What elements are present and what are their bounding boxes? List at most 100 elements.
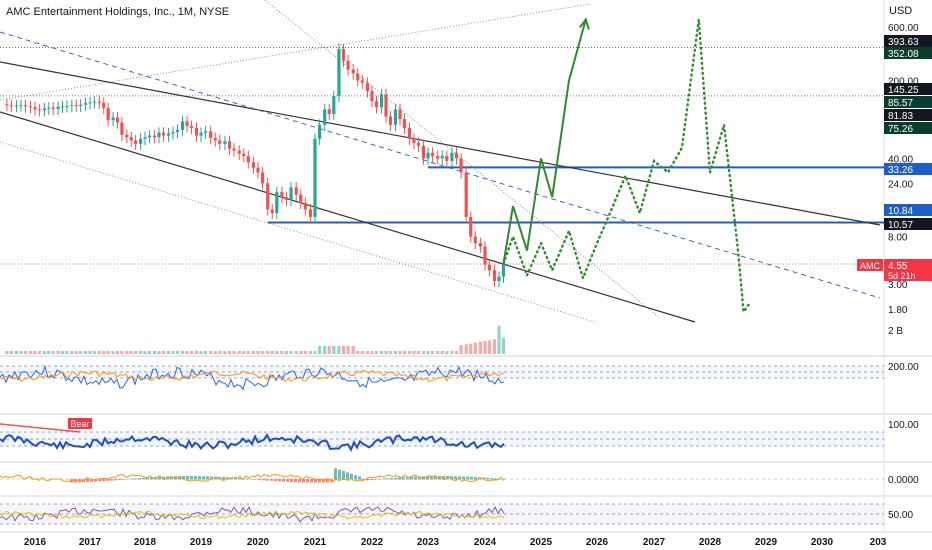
macd-bar bbox=[110, 479, 113, 481]
x-tick-label: 2017 bbox=[79, 537, 102, 548]
volume-bar bbox=[478, 341, 483, 354]
volume-bar bbox=[492, 339, 497, 354]
candle-body bbox=[478, 243, 483, 247]
candle-body bbox=[323, 109, 327, 125]
volume-bar bbox=[299, 351, 303, 354]
macd-bar bbox=[238, 478, 241, 480]
candle-body bbox=[102, 102, 106, 109]
macd-bar bbox=[402, 477, 405, 480]
candle-body bbox=[436, 156, 440, 159]
macd-bar bbox=[70, 479, 73, 483]
macd-bar bbox=[146, 477, 149, 480]
x-tick-label: 2021 bbox=[304, 537, 327, 548]
candle-body bbox=[459, 158, 463, 173]
candle-body bbox=[65, 105, 69, 107]
volume-bar bbox=[289, 351, 293, 354]
volume-bar bbox=[23, 351, 28, 354]
candle-body bbox=[218, 140, 222, 144]
fan-line-upper bbox=[0, 3, 591, 101]
candle-body bbox=[51, 107, 55, 109]
chart-title: AMC Entertainment Holdings, Inc., 1M, NY… bbox=[6, 6, 230, 18]
macd-bar bbox=[94, 479, 97, 482]
volume-bar bbox=[120, 351, 124, 354]
macd-bar bbox=[390, 478, 393, 480]
symbol-tag: AMC bbox=[860, 261, 881, 271]
macd-bar bbox=[170, 476, 173, 480]
momentum-axis-label: 50.00 bbox=[888, 510, 913, 521]
volume-bar bbox=[171, 351, 175, 354]
volume-bar bbox=[56, 351, 60, 354]
candle-body bbox=[60, 106, 65, 108]
y-tick-label: 1.80 bbox=[888, 305, 908, 316]
projection-arrowhead bbox=[579, 17, 590, 30]
price-label-box bbox=[884, 163, 932, 175]
candle-body bbox=[23, 105, 28, 107]
candle-body bbox=[237, 150, 241, 154]
macd-bar bbox=[138, 478, 141, 480]
volume-bar bbox=[129, 351, 133, 354]
macd-bar bbox=[222, 476, 225, 480]
volume-bar bbox=[412, 351, 416, 354]
macd-bar bbox=[270, 479, 273, 481]
price-label: 33.26 bbox=[888, 165, 913, 176]
candle-body bbox=[147, 135, 152, 138]
candles-layer bbox=[5, 43, 506, 288]
volume-bar bbox=[402, 351, 407, 354]
macd-bar bbox=[186, 476, 189, 480]
candle-body bbox=[251, 162, 256, 168]
volume-bar bbox=[351, 346, 355, 354]
volume-bar bbox=[251, 351, 256, 354]
macd-bar bbox=[290, 479, 293, 482]
macd-bar bbox=[414, 476, 417, 480]
volume-bar bbox=[42, 351, 46, 354]
candle-body bbox=[430, 152, 435, 157]
candle-body bbox=[9, 105, 13, 107]
volume-bar bbox=[194, 351, 199, 354]
currency-label[interactable]: USD bbox=[889, 5, 913, 17]
price-label-box bbox=[884, 47, 932, 59]
volume-bar bbox=[370, 351, 374, 354]
volume-bar bbox=[450, 351, 454, 354]
volume-bar bbox=[232, 351, 236, 354]
candle-body bbox=[185, 121, 189, 127]
macd-bar bbox=[314, 479, 317, 483]
candle-body bbox=[84, 103, 88, 105]
candle-body bbox=[426, 152, 430, 159]
volume-bar bbox=[266, 351, 270, 354]
volume-bar bbox=[223, 351, 227, 354]
macd-bar bbox=[342, 471, 345, 480]
macd-bar bbox=[358, 476, 361, 480]
candle-body bbox=[483, 246, 487, 265]
volume-bar bbox=[260, 351, 265, 354]
macd-bar bbox=[102, 479, 105, 482]
macd-bar bbox=[326, 479, 329, 483]
volume-bar bbox=[47, 351, 51, 354]
mid-channel-line bbox=[0, 31, 881, 299]
volume-bar bbox=[242, 351, 246, 354]
candle-body bbox=[492, 270, 497, 282]
x-tick-label: 2016 bbox=[24, 537, 47, 548]
volume-bar bbox=[407, 351, 412, 354]
volume-layer bbox=[5, 326, 506, 354]
outer-channel-line bbox=[0, 141, 596, 323]
candle-body bbox=[270, 209, 274, 214]
volume-axis-label: 2 B bbox=[888, 326, 903, 337]
volume-bar bbox=[79, 351, 83, 354]
candle-body bbox=[242, 153, 246, 157]
candle-body bbox=[327, 109, 331, 114]
macd-bar bbox=[134, 478, 137, 480]
lower-channel-line bbox=[0, 111, 696, 323]
macd-bar bbox=[158, 476, 161, 480]
upper-channel-line bbox=[0, 61, 881, 226]
volume-bar bbox=[213, 351, 217, 354]
candle-body bbox=[317, 124, 322, 139]
rsi-line bbox=[0, 364, 505, 391]
candle-body bbox=[294, 187, 298, 195]
volume-bar bbox=[152, 351, 157, 354]
price-label-box bbox=[884, 35, 932, 47]
macd-bar bbox=[282, 479, 285, 482]
volume-bar bbox=[313, 351, 317, 354]
x-tick-label: 2018 bbox=[134, 537, 157, 548]
candle-body bbox=[33, 107, 37, 110]
volume-bar bbox=[483, 341, 487, 354]
